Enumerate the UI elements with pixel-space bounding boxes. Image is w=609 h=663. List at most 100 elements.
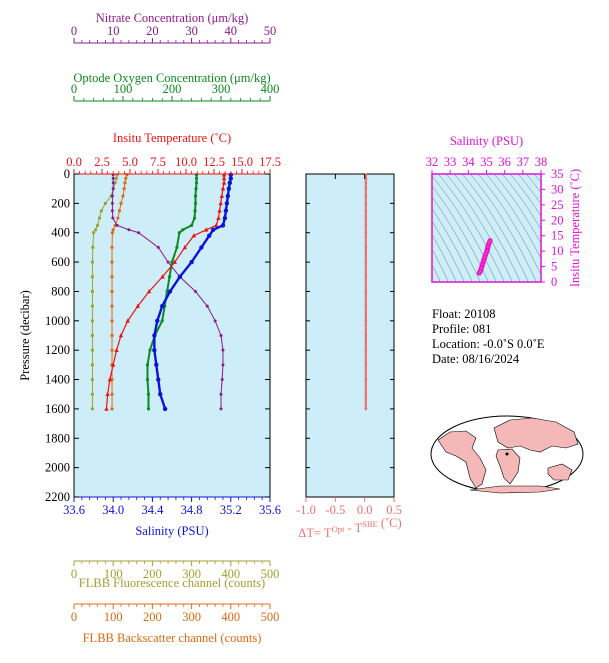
temperature-point <box>219 193 225 198</box>
oxygen-point <box>165 289 169 294</box>
date: Date: 08/16/2024 <box>432 352 520 366</box>
nitrate-point <box>219 407 223 411</box>
oxygen-point <box>190 223 194 227</box>
ts-point <box>485 249 489 253</box>
backscatter-point <box>110 289 114 294</box>
temperature-tick-label: 5.0 <box>122 155 138 169</box>
density-contour <box>517 174 541 205</box>
temperature-point <box>125 318 130 323</box>
pressure-tick-label: 1600 <box>45 402 70 416</box>
delta-t-plot-content <box>364 173 368 411</box>
ts-salinity-tick-label: 37 <box>517 155 530 169</box>
salinity-point <box>227 180 233 186</box>
salinity-point <box>162 406 168 412</box>
fluorescence-point <box>90 407 95 411</box>
salinity-point <box>160 303 165 309</box>
axis-salinity: 33.6 34.0 34.4 34.8 35.2 35.6 Salinity (PSU) <box>63 496 281 538</box>
delta-t-point <box>364 231 368 235</box>
oxygen-point <box>146 407 151 411</box>
ts-salinity-tick-label: 35 <box>480 155 493 169</box>
temperature-tick-label: 15.0 <box>231 155 253 169</box>
nitrate-tick-label: 50 <box>264 24 277 38</box>
nitrate-point <box>111 181 115 185</box>
fluorescence-point <box>93 228 98 232</box>
ts-plot-content <box>432 174 541 282</box>
fluorescence-tick-label: 500 <box>261 567 280 581</box>
delta-t-point <box>364 201 368 205</box>
salinity-point <box>226 186 232 191</box>
nitrate-tick-label: 30 <box>185 24 198 38</box>
oxygen-point <box>145 363 150 367</box>
delta-t-point <box>364 260 368 264</box>
nitrate-point <box>220 378 224 382</box>
salinity-tick-label: 35.2 <box>220 503 242 517</box>
fluorescence-point <box>114 176 118 181</box>
temperature-tick-label: 7.5 <box>150 155 166 169</box>
nitrate-point <box>221 363 225 367</box>
delta-t-point <box>364 407 368 411</box>
salinity-point <box>223 208 229 213</box>
fluorescence-tick-label: 0 <box>71 567 77 581</box>
nitrate-point <box>166 260 170 264</box>
backscatter-point <box>121 194 125 198</box>
nitrate-point <box>213 319 217 323</box>
temperature-tick-label: 17.5 <box>259 155 281 169</box>
salinity-point <box>152 333 157 338</box>
axis-delta-t: -1.0 -0.5 0.0 0.5ΔT= TOpt - TSBE (˚C) <box>296 173 402 540</box>
oxygen-point <box>170 260 174 264</box>
salinity-point <box>228 176 233 181</box>
nitrate-point <box>219 392 223 396</box>
delta-t-point <box>364 348 368 352</box>
temperature-point <box>107 377 113 382</box>
nitrate-point <box>111 187 115 191</box>
axis-pressure: 0 200 400 600 800 1000 1200 1400 1600 1800 2000 220… <box>18 167 270 504</box>
oxygen-point <box>145 377 150 382</box>
backscatter-tick-label: 0 <box>71 610 77 624</box>
salinity-point <box>158 392 163 397</box>
salinity-point <box>189 259 194 265</box>
world-map <box>430 415 584 494</box>
oxygen-point <box>194 176 199 181</box>
oxygen-point <box>194 181 199 185</box>
float-info: Float: 20108 Profile: 081 Location: -0.0… <box>432 307 545 366</box>
fluorescence-point <box>90 348 95 352</box>
delta-t-point <box>364 216 368 220</box>
pressure-tick-label: 400 <box>51 226 70 240</box>
oxygen-tick-label: 200 <box>163 82 182 96</box>
nitrate-tick-label: 20 <box>146 24 159 38</box>
salinity-point <box>155 318 160 324</box>
temperature-point <box>135 303 141 308</box>
ts-temperature-tick-label: 35 <box>551 167 564 181</box>
oxygen-point <box>146 392 151 396</box>
nitrate-point <box>127 228 131 232</box>
backscatter-point <box>123 181 127 185</box>
backscatter-point <box>110 348 114 352</box>
temperature-point <box>105 391 110 397</box>
backscatter-point <box>110 231 115 235</box>
backscatter-axis-title: FLBB Backscatter channel (counts) <box>83 631 262 645</box>
backscatter-point <box>110 245 114 250</box>
backscatter-point <box>110 304 114 308</box>
axis-nitrate: 0 10 20 30 40 50 Nitrate Concentration (μm/kg) <box>71 11 277 44</box>
delta-t-point <box>364 187 368 191</box>
ts-temperature-tick-label: 25 <box>551 198 564 212</box>
delta-t-superscript: SBE <box>362 519 378 529</box>
fluorescence-tick-label: 300 <box>182 567 201 581</box>
delta-t-tick-label: 0.0 <box>357 503 373 517</box>
series-salinity <box>152 172 233 412</box>
density-contour <box>432 185 489 282</box>
temperature-point <box>160 274 165 279</box>
density-contour <box>461 174 529 282</box>
delta-t-point <box>364 181 368 185</box>
series-temperature <box>104 172 227 411</box>
pressure-tick-label: 600 <box>51 255 70 269</box>
map-land-americas <box>437 430 487 489</box>
oxygen-point <box>160 319 164 323</box>
ts-salinity-axis-title: Salinity (PSU) <box>450 134 523 148</box>
delta-t-point <box>364 194 368 198</box>
delta-t-superscript: Opt <box>332 524 345 534</box>
backscatter-point <box>116 216 120 220</box>
delta-t-axis-title: ΔT= TOpt - TSBE (˚C) <box>298 516 401 540</box>
oxygen-axis-title: Optode Oxygen Concentration (μm/kg) <box>73 71 270 85</box>
